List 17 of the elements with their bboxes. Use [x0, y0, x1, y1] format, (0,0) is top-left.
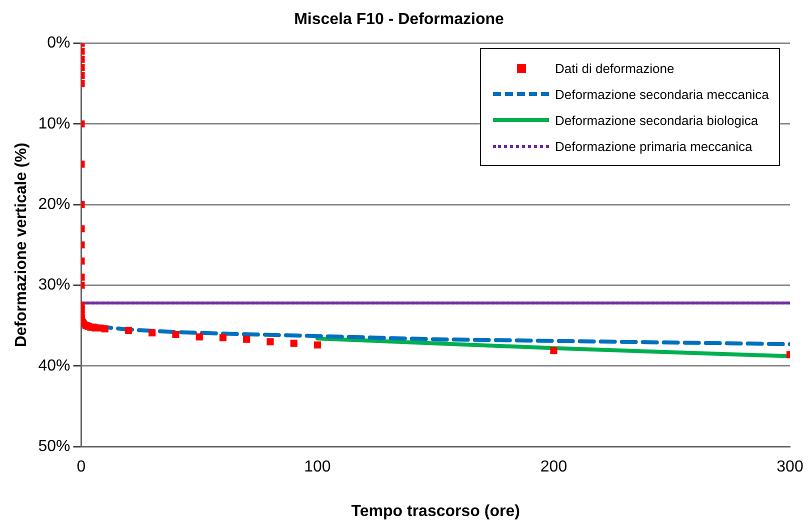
legend-label: Deformazione primaria meccanica — [555, 138, 752, 154]
y-tick-label: 50% — [38, 438, 70, 456]
x-tick-label: 100 — [304, 458, 331, 476]
x-tick-label: 0 — [76, 458, 86, 476]
y-tick-label: 10% — [38, 115, 70, 132]
chart-title: Miscela F10 - Deformazione — [294, 11, 504, 28]
y-axis-title: Deformazione verticale (%) — [13, 142, 30, 348]
x-axis-title: Tempo trascorso (ore) — [351, 502, 520, 520]
x-tick-label: 200 — [540, 458, 568, 476]
x-tick-label: 300 — [776, 458, 804, 476]
legend-label: Deformazione secondaria meccanica — [555, 86, 769, 102]
y-tick-label: 0% — [47, 34, 70, 52]
y-tick-label: 30% — [38, 276, 70, 294]
legend-label: Dati di deformazione — [555, 60, 674, 76]
y-tick-label: 20% — [38, 196, 70, 213]
legend-label: Deformazione secondaria biologica — [555, 112, 758, 128]
y-tick-label: 40% — [38, 357, 70, 374]
